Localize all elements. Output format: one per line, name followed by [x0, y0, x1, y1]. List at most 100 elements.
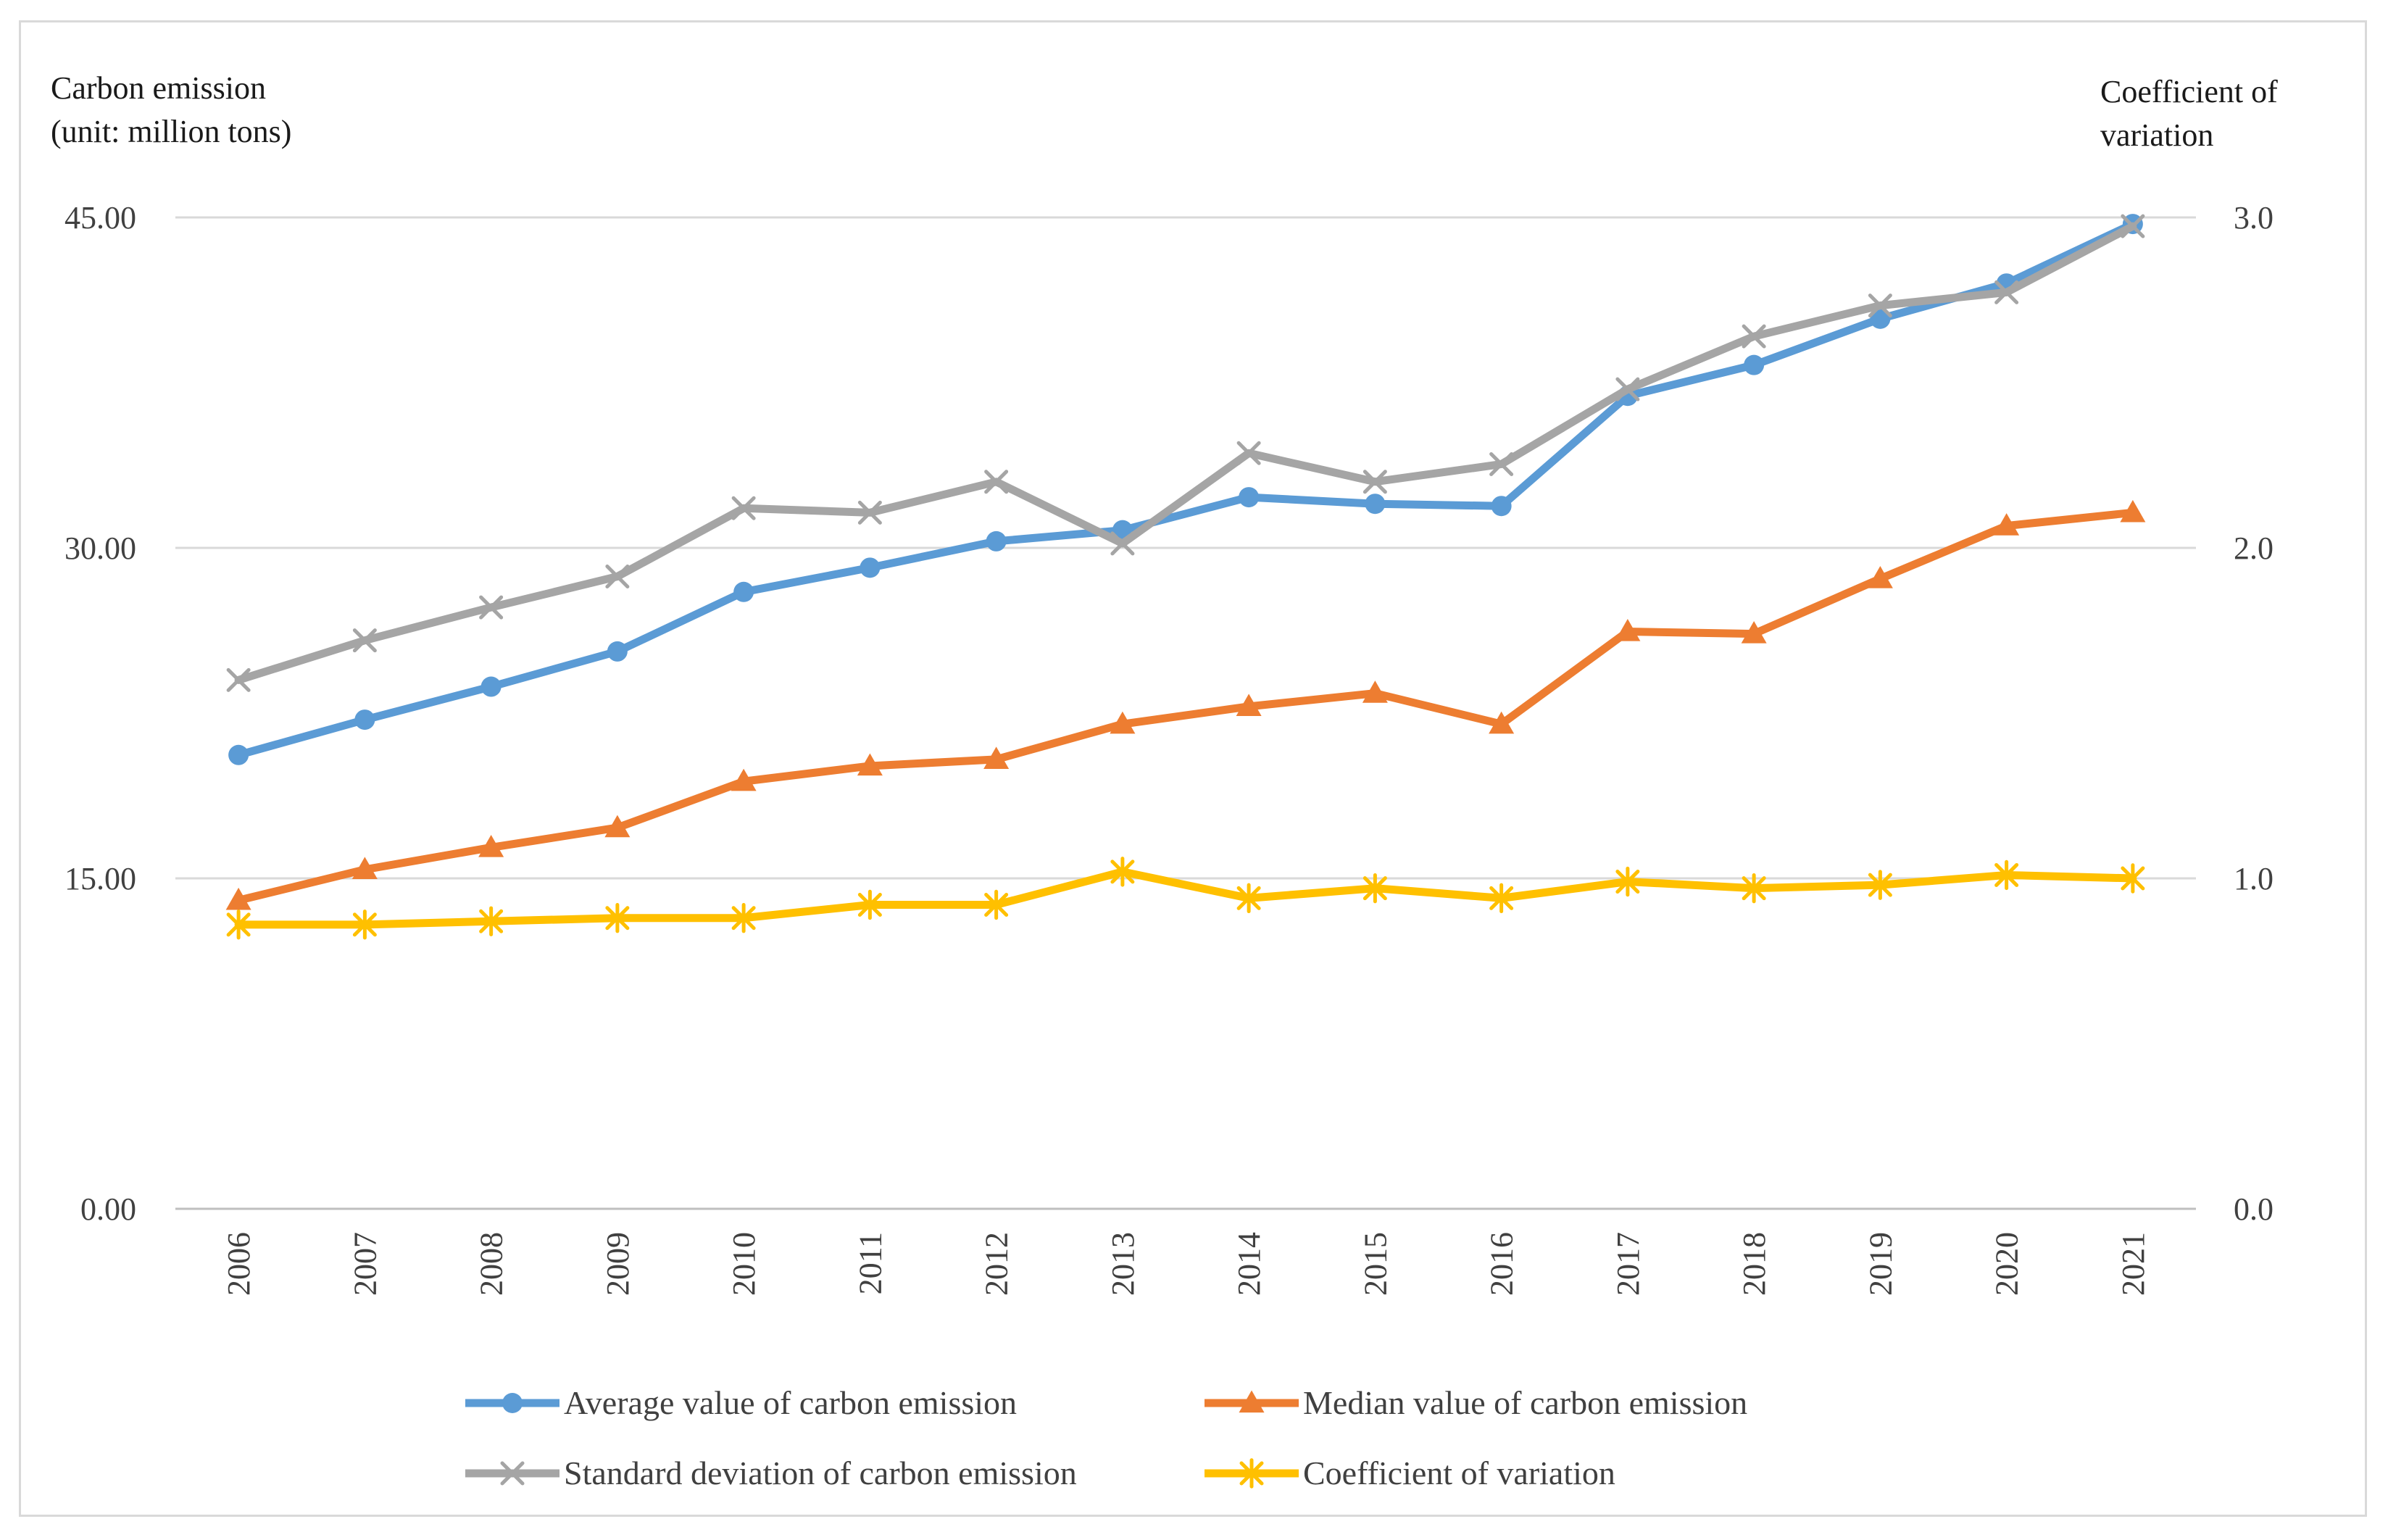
series-line	[234, 222, 2137, 684]
data-point	[1363, 470, 1387, 494]
data-point	[1741, 621, 1767, 644]
legend: Average value of carbon emission Median v…	[465, 1384, 1747, 1491]
data-point	[604, 815, 631, 838]
legend-marker	[1239, 1458, 1264, 1489]
legend-label: Coefficient of variation	[1303, 1454, 1615, 1491]
data-point	[1489, 883, 1514, 914]
legend-item: Standard deviation of carbon emission	[465, 1454, 1077, 1491]
data-point	[354, 709, 375, 731]
data-point	[733, 581, 754, 602]
data-point	[1236, 694, 1262, 717]
data-point	[731, 496, 756, 520]
left-axis-title-line-2: (unit: million tons)	[51, 114, 291, 149]
x-tick-label: 2007	[347, 1232, 383, 1296]
left-y-tick-label: 30.00	[65, 530, 136, 566]
data-point	[351, 857, 378, 879]
data-point	[479, 595, 504, 620]
x-tick-label: 2009	[600, 1232, 636, 1296]
data-point	[1742, 324, 1766, 349]
data-point	[480, 676, 502, 697]
data-point	[1994, 280, 2019, 304]
data-point	[860, 557, 881, 578]
data-point	[2121, 863, 2145, 894]
series-3	[226, 214, 2145, 692]
right-y-tick-label: 2.0	[2234, 530, 2273, 566]
x-tick-label: 2010	[726, 1232, 762, 1296]
x-tick-label: 2006	[221, 1232, 257, 1296]
left-y-tick-label: 15.00	[65, 861, 136, 896]
data-point	[1615, 866, 1640, 897]
x-tick-label: 2019	[1863, 1232, 1898, 1296]
data-point	[1110, 857, 1135, 887]
x-tick-label: 2017	[1610, 1232, 1646, 1296]
data-point	[225, 887, 251, 910]
data-point	[1615, 619, 1641, 641]
data-point	[1110, 531, 1135, 556]
right-axis-title-line-2: variation	[2100, 117, 2213, 153]
data-point	[1489, 711, 1515, 734]
series-group	[225, 214, 2146, 940]
x-tick-label: 2020	[1989, 1232, 2025, 1296]
series-1	[228, 214, 2143, 765]
legend-item: Coefficient of variation	[1205, 1454, 1615, 1491]
data-point	[226, 667, 251, 692]
data-point	[605, 903, 630, 933]
data-point	[352, 910, 377, 940]
x-tick-label: 2018	[1736, 1232, 1772, 1296]
data-point	[1365, 494, 1386, 515]
data-point	[1236, 883, 1261, 914]
data-point	[1489, 451, 1514, 476]
legend-marker	[500, 1461, 525, 1486]
data-point	[605, 565, 630, 589]
series-line	[234, 867, 2137, 929]
data-point	[1868, 870, 1892, 900]
right-y-tick-label: 0.0	[2234, 1191, 2273, 1227]
data-point	[479, 906, 504, 936]
data-point	[2120, 499, 2146, 523]
data-point	[857, 500, 882, 525]
data-point	[1870, 308, 1891, 329]
data-point	[352, 628, 377, 653]
chart-frame	[19, 20, 2367, 1517]
data-point	[1742, 873, 1766, 904]
x-tick-label: 2012	[979, 1232, 1015, 1296]
left-y-tick-label: 45.00	[65, 200, 136, 236]
gridlines	[175, 216, 2196, 1210]
right-y-tick-label: 3.0	[2234, 200, 2273, 236]
data-point	[1994, 860, 2019, 891]
legend-item: Average value of carbon emission	[465, 1384, 1017, 1421]
x-tick-label: 2014	[1231, 1232, 1267, 1296]
legend-label: Standard deviation of carbon emission	[564, 1454, 1077, 1491]
series-4	[226, 857, 2145, 940]
x-tick-label: 2016	[1484, 1232, 1520, 1296]
data-point	[731, 903, 756, 933]
series-line	[234, 220, 2137, 759]
data-point	[1744, 354, 1765, 375]
data-point	[2121, 214, 2145, 238]
legend-label: Median value of carbon emission	[1303, 1384, 1747, 1421]
data-point	[731, 768, 757, 791]
data-point	[226, 910, 251, 940]
data-point	[1868, 294, 1892, 318]
data-point	[857, 753, 883, 776]
x-tick-label: 2021	[2115, 1232, 2151, 1296]
data-point	[1363, 873, 1387, 904]
x-tick-label: 2015	[1357, 1232, 1393, 1296]
data-point	[1110, 711, 1136, 734]
x-tick-label: 2011	[852, 1232, 888, 1294]
left-y-tick-label: 0.00	[80, 1191, 136, 1227]
legend-label: Average value of carbon emission	[564, 1384, 1017, 1421]
data-point	[1239, 487, 1260, 508]
left-y-axis: 0.00 15.00 30.00 45.00	[65, 200, 136, 1227]
legend-marker	[1239, 1390, 1265, 1413]
data-point	[228, 744, 249, 765]
data-point	[984, 470, 1009, 494]
data-point	[1867, 566, 1893, 588]
legend-item: Median value of carbon emission	[1205, 1384, 1747, 1421]
data-point	[857, 889, 882, 920]
data-point	[1994, 513, 2020, 536]
right-y-axis: 0.0 1.0 2.0 3.0	[2234, 200, 2273, 1227]
data-point	[984, 889, 1009, 920]
data-point	[478, 834, 504, 857]
